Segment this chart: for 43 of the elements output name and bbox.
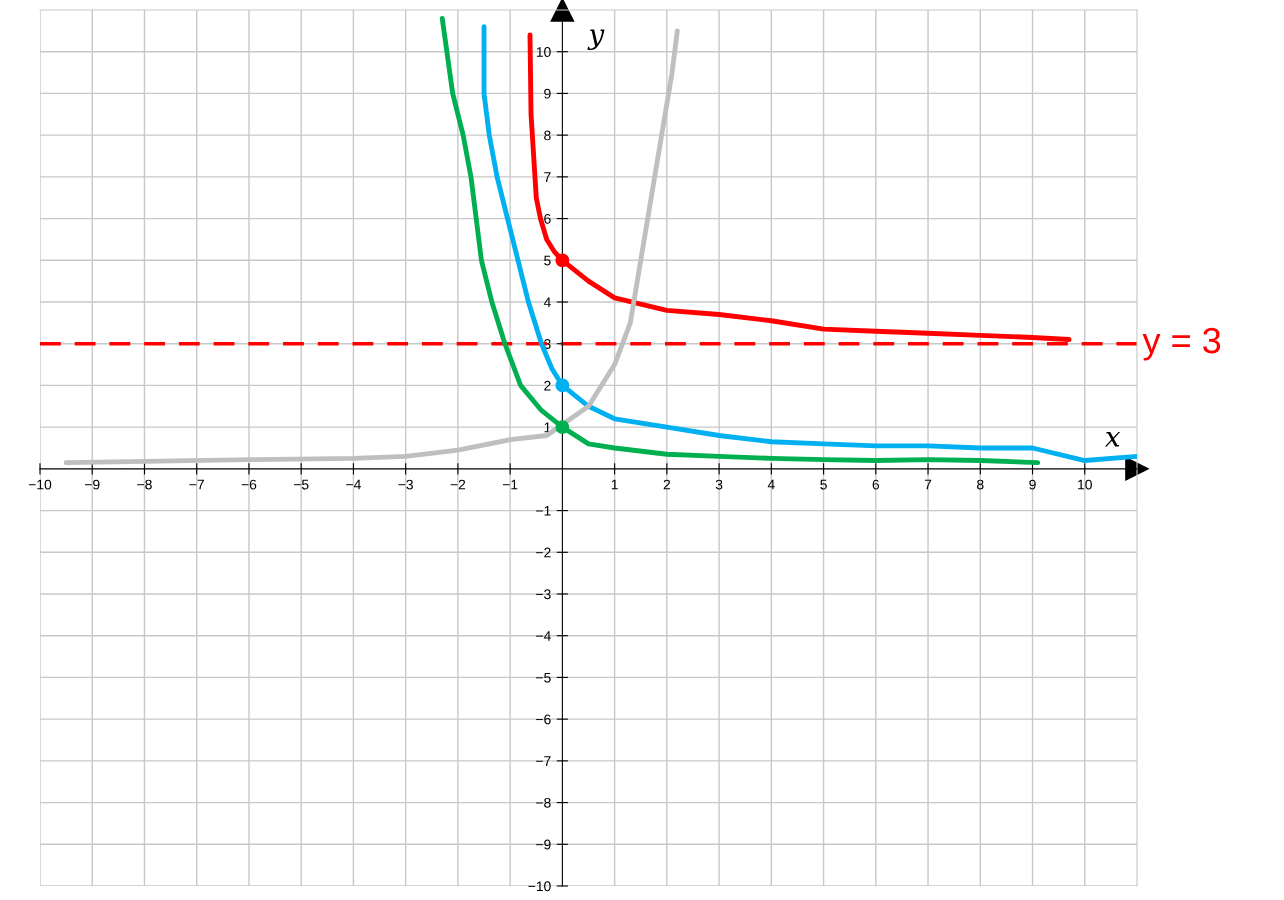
- y-tick-label: 10: [536, 47, 551, 57]
- x-tick-label: −10: [28, 479, 52, 490]
- ref-line-label: y = 3: [1142, 327, 1221, 361]
- y-tick-label: 7: [544, 172, 551, 182]
- x-tick-label: 9: [1029, 479, 1036, 490]
- x-tick-label: 8: [977, 479, 984, 490]
- x-tick-label: −4: [346, 479, 361, 490]
- y-tick-label: 5: [544, 255, 551, 266]
- y-tick-label: −4: [536, 631, 551, 641]
- y-tick-label: 6: [544, 213, 551, 224]
- y-tick-label: −6: [536, 714, 551, 725]
- x-tick-label: 2: [663, 479, 671, 490]
- y-tick-label: −2: [536, 547, 551, 558]
- y-tick-label: −5: [536, 672, 551, 683]
- x-tick-label: 3: [715, 479, 723, 490]
- y-tick-label: −8: [536, 797, 551, 808]
- x-axis-title: x: [1104, 431, 1121, 447]
- y-tick-label: −1: [536, 506, 551, 516]
- line-series: [481, 24, 1137, 463]
- x-tick-label: −5: [293, 479, 309, 490]
- x-tick-label: 10: [1078, 479, 1092, 490]
- y-tick-label: 8: [544, 130, 551, 141]
- x-tick-label: −9: [85, 479, 100, 490]
- y-tick-label: −9: [536, 839, 551, 850]
- x-tick-label: −2: [450, 479, 466, 490]
- y-tick-label: 9: [544, 88, 551, 99]
- y-tick-label: 4: [543, 297, 551, 308]
- x-tick-label: 5: [820, 479, 827, 490]
- x-tick-label: −7: [189, 479, 204, 490]
- y-axis-title: y: [587, 29, 605, 51]
- x-tick-label: −1: [502, 479, 518, 490]
- x-tick-label: −8: [137, 479, 152, 490]
- y-tick-label: −10: [528, 881, 551, 892]
- x-tick-label: −6: [241, 479, 257, 490]
- y-tick-label: −3: [536, 589, 551, 600]
- x-tick-label: 4: [767, 479, 775, 490]
- line-series: [439, 15, 1041, 466]
- x-tick-label: 7: [924, 479, 932, 490]
- y-tick-label: 2: [544, 380, 551, 391]
- x-tick-label: 1: [611, 479, 618, 490]
- x-tick-label: −3: [398, 479, 413, 490]
- y-tick-label: −7: [536, 756, 551, 766]
- x-tick-label: 6: [872, 479, 880, 490]
